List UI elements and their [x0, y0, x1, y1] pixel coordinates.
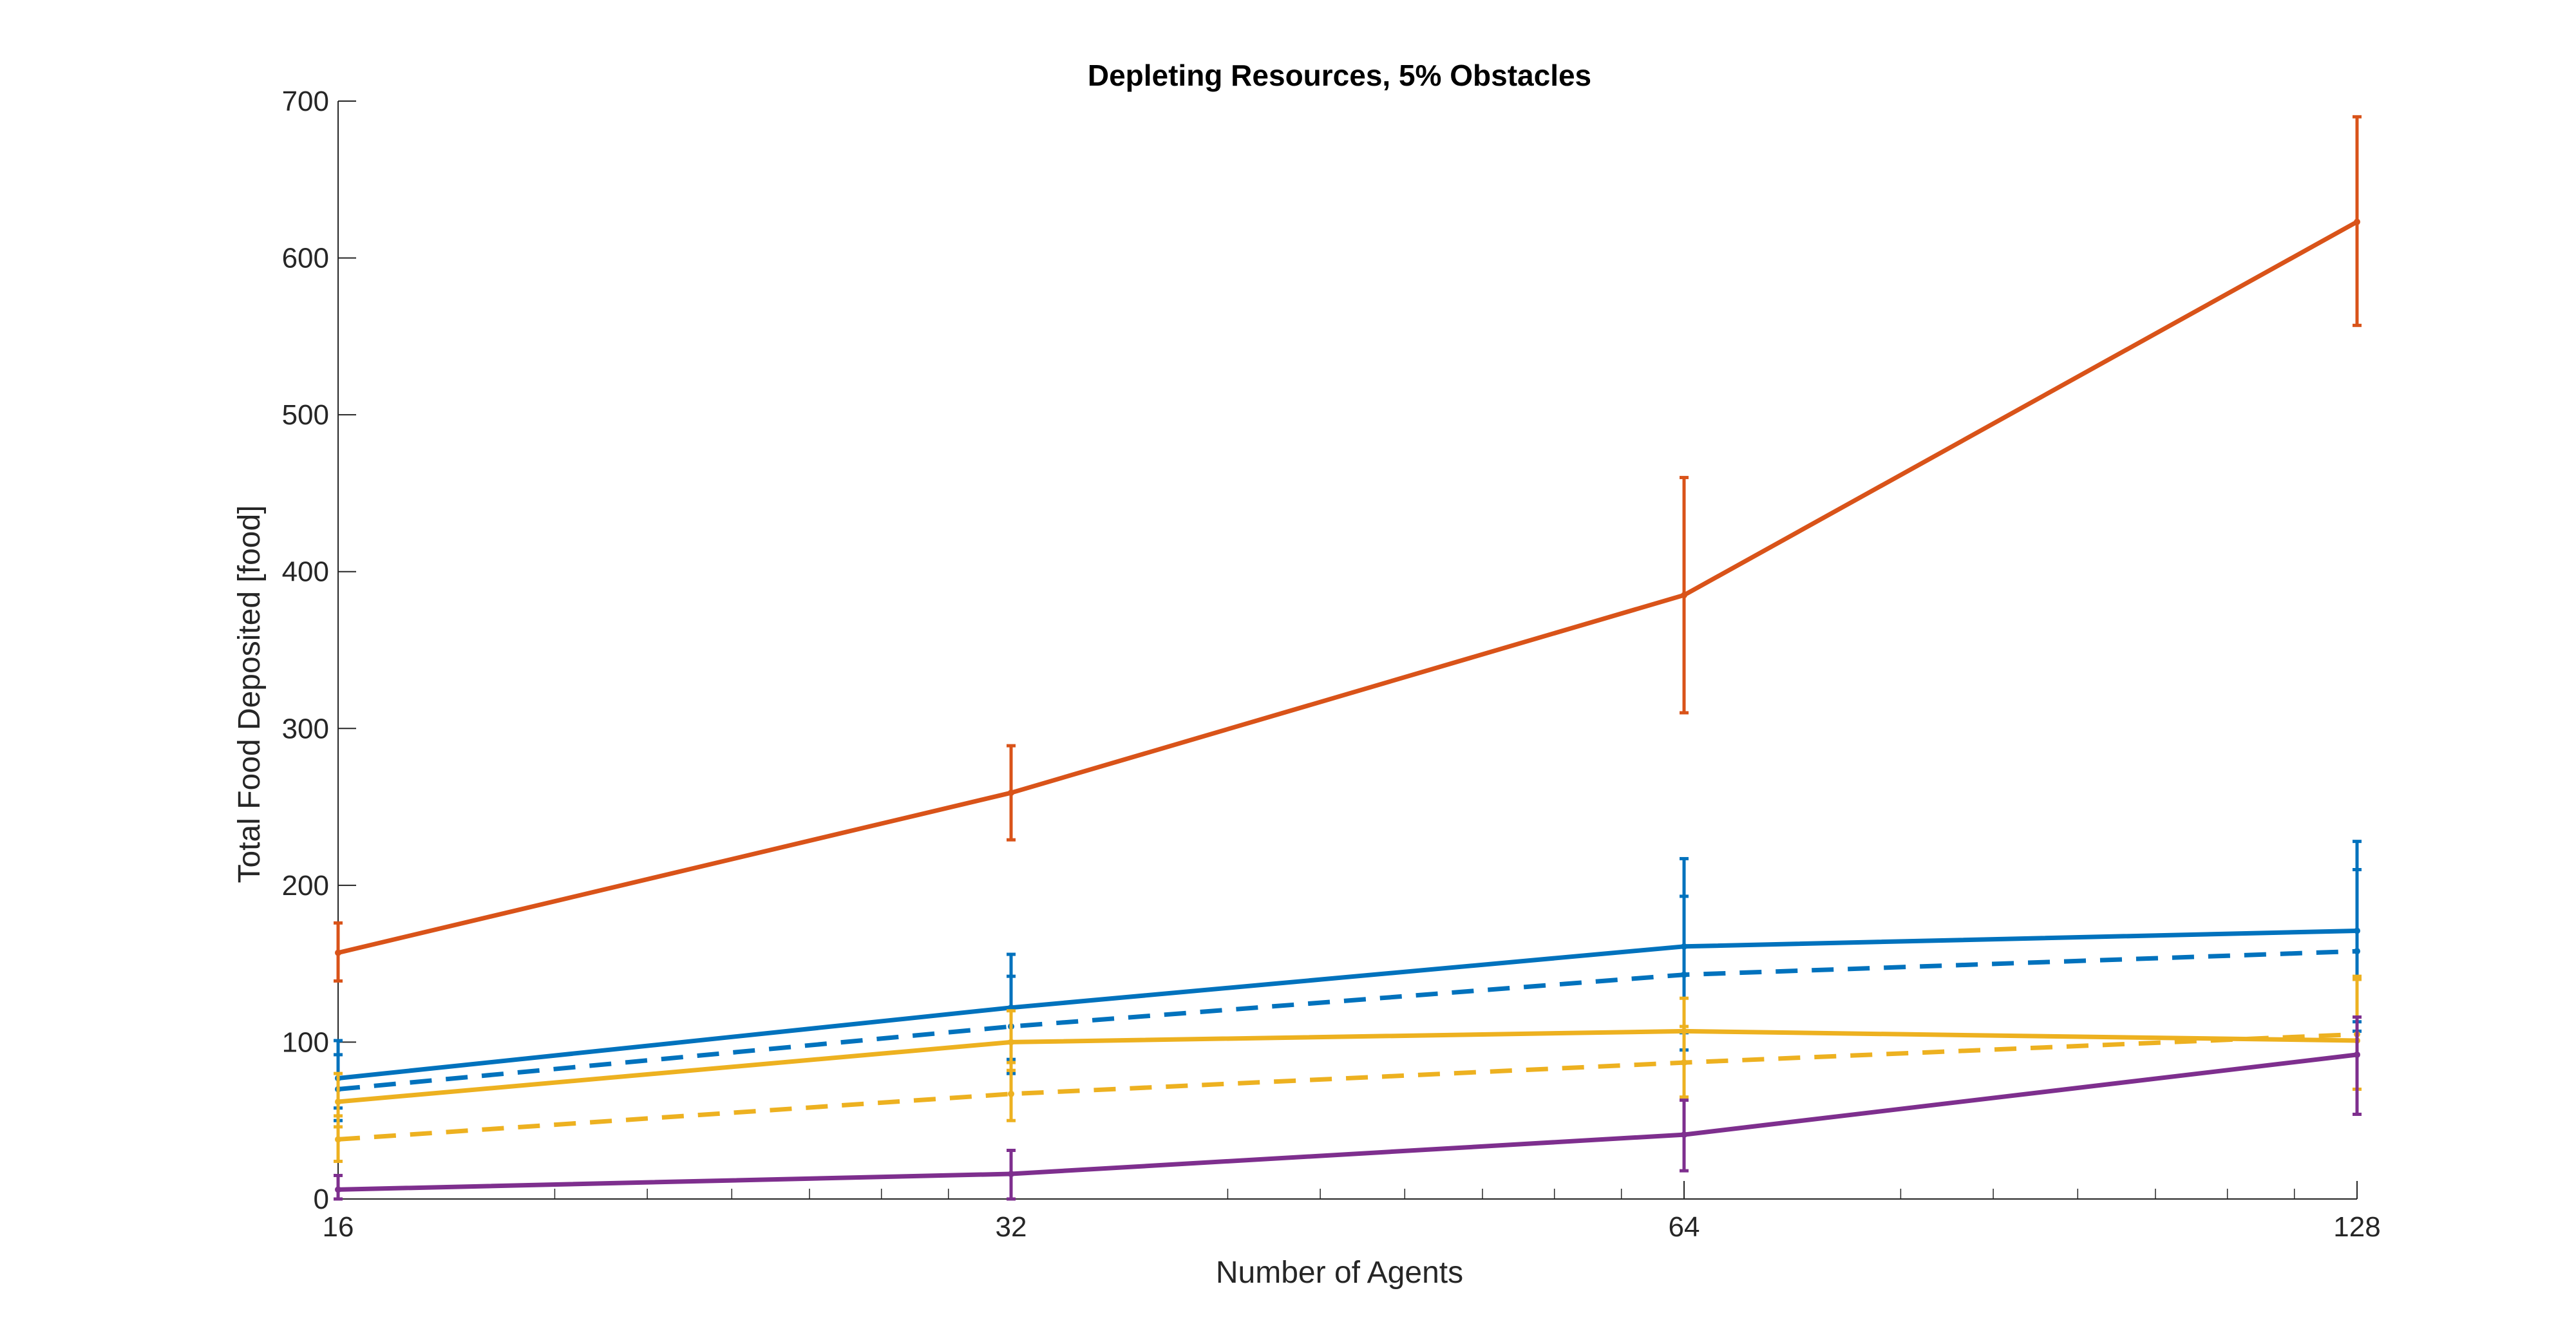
y-tick-label: 700 — [282, 86, 329, 117]
y-tick-label: 100 — [282, 1026, 329, 1058]
data-point — [1008, 1090, 1014, 1097]
y-tick-label: 300 — [282, 713, 329, 744]
x-tick-label: 32 — [996, 1211, 1027, 1243]
y-tick-label: 500 — [282, 399, 329, 431]
series-line — [337, 220, 2358, 956]
series-line — [337, 1032, 2358, 1142]
series-line — [337, 929, 2358, 1081]
data-point — [1681, 1131, 1687, 1138]
x-axis-title: Number of Agents — [1216, 1256, 1463, 1290]
y-tick-label: 200 — [282, 870, 329, 901]
data-point — [335, 1098, 341, 1105]
y-axis-title: Total Food Deposited [food] — [232, 505, 267, 883]
data-point — [1681, 1059, 1687, 1066]
series-1 — [334, 115, 2362, 983]
x-tick-label: 128 — [2333, 1211, 2380, 1243]
data-point — [1681, 592, 1687, 599]
data-point — [2354, 1051, 2360, 1058]
axes: 0 100 200 300 400 500 600 700 16 32 64 128 — [282, 86, 2381, 1243]
y-tick-label: 600 — [282, 243, 329, 274]
series-line — [337, 949, 2358, 1091]
x-tick-label: 16 — [323, 1211, 354, 1243]
data-point — [2354, 948, 2360, 955]
y-tick-label: 400 — [282, 556, 329, 588]
y-tick-label: 0 — [314, 1184, 329, 1215]
series-line — [337, 1028, 2358, 1104]
data-point — [1008, 1039, 1014, 1046]
series-line — [337, 1052, 2358, 1192]
data-point — [335, 949, 341, 956]
data-point — [1008, 789, 1014, 797]
series-6 — [334, 1015, 2362, 1201]
chart-title: Depleting Resources, 5% Obstacles — [1088, 59, 1591, 92]
data-point — [335, 1136, 341, 1143]
series-layer — [334, 115, 2362, 1201]
x-tick-label: 64 — [1669, 1211, 1700, 1243]
data-point — [1008, 1171, 1014, 1178]
data-point — [2354, 218, 2360, 225]
data-point — [1681, 971, 1687, 978]
data-point — [335, 1186, 341, 1193]
